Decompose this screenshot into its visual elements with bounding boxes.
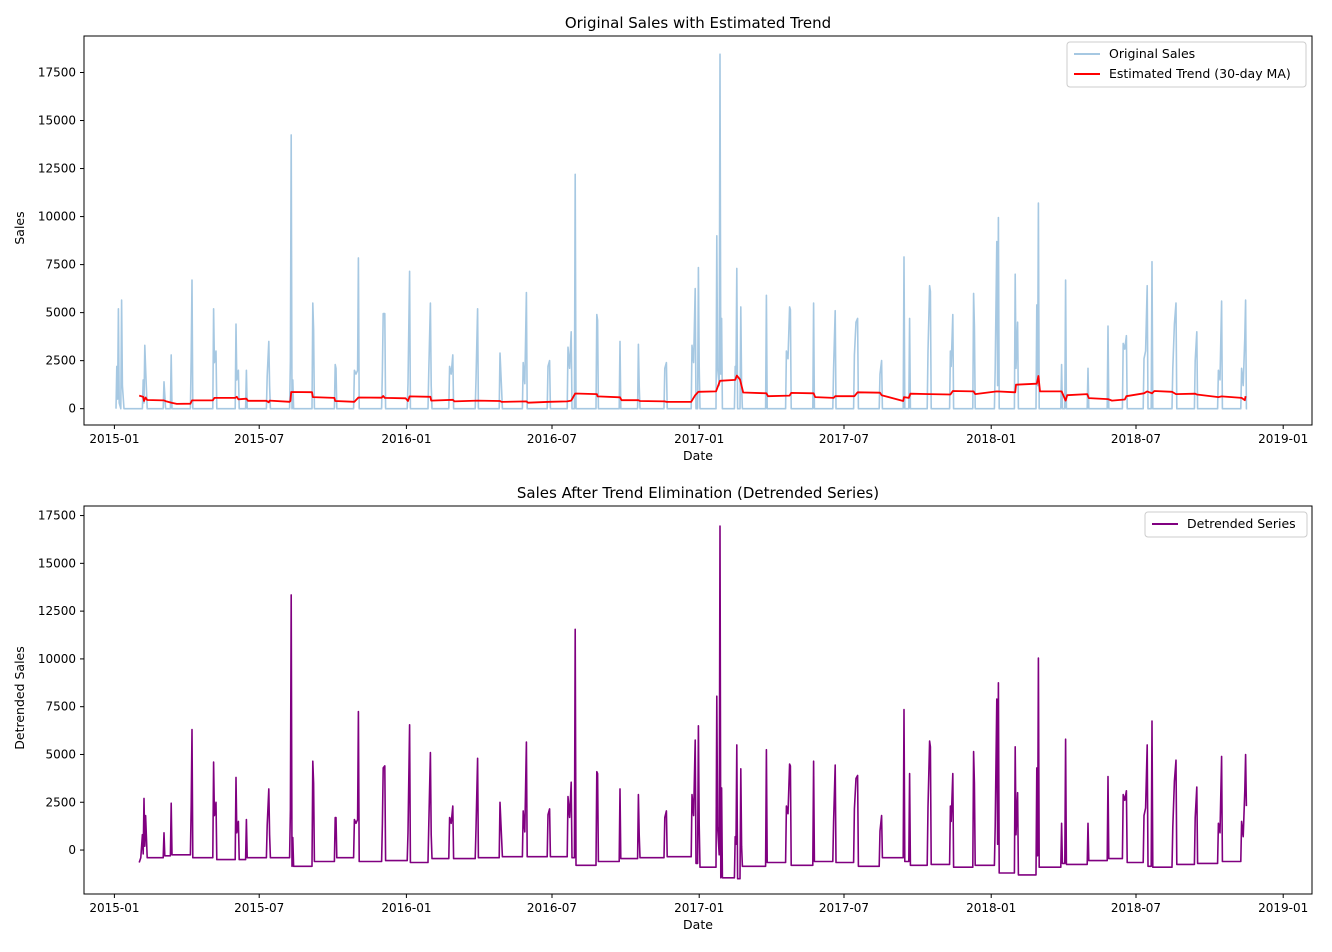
bottom-y-tick-label: 12500 — [38, 604, 76, 618]
top-plot-area: 2015-01 2015-07 2016-01 2016-07 2017-01 2017-… — [38, 35, 1313, 446]
top-axes-frame — [83, 35, 1313, 426]
bottom-x-tick-label: 2017-01 — [674, 901, 724, 915]
top-x-tick-label: 2015-07 — [234, 432, 284, 446]
bottom-x-axis-label: Date — [683, 917, 713, 932]
top-y-tick-label: 5000 — [45, 306, 76, 320]
top-legend-box — [1066, 41, 1307, 88]
bottom-y-tick-label: 7500 — [45, 700, 76, 714]
bottom-axes-frame — [83, 505, 1313, 895]
top-y-tick-label: 2500 — [45, 354, 76, 368]
top-y-tick-label: 0 — [68, 402, 76, 416]
top-series-line-1 — [138, 374, 1247, 405]
bottom-legend-label-detrended: Detrended Series — [1187, 516, 1296, 531]
bottom-x-tick-label: 2019-01 — [1258, 901, 1308, 915]
bottom-series-line-0 — [138, 525, 1248, 880]
bottom-y-tick-label: 17500 — [38, 509, 76, 523]
top-x-tick-label: 2015-01 — [89, 432, 139, 446]
top-series-line-0 — [115, 53, 1248, 410]
bottom-legend-box — [1144, 511, 1308, 538]
top-x-tick-label: 2016-01 — [381, 432, 431, 446]
top-x-tick-label: 2017-07 — [819, 432, 869, 446]
top-y-tick-label: 7500 — [45, 258, 76, 272]
top-chart-title: Original Sales with Estimated Trend — [565, 14, 831, 32]
bottom-y-axis-label: Detrended Sales — [12, 646, 27, 750]
bottom-x-tick-label: 2018-07 — [1111, 901, 1161, 915]
top-y-tick-label: 12500 — [38, 162, 76, 176]
bottom-y-tick-label: 15000 — [38, 556, 76, 570]
bottom-y-tick-label: 10000 — [38, 652, 76, 666]
bottom-y-tick-label: 0 — [68, 843, 76, 857]
top-legend: Original Sales Estimated Trend (30-day M… — [1066, 41, 1307, 88]
top-x-axis-label: Date — [683, 448, 713, 463]
bottom-plot-area: 2015-01 2015-07 2016-01 2016-07 2017-01 2017-… — [38, 505, 1313, 915]
top-x-tick-label: 2019-01 — [1258, 432, 1308, 446]
bottom-y-tick-label: 2500 — [45, 795, 76, 809]
top-x-tick-label: 2018-07 — [1111, 432, 1161, 446]
bottom-x-tick-label: 2015-01 — [89, 901, 139, 915]
bottom-y-tick-label: 5000 — [45, 747, 76, 761]
bottom-x-tick-label: 2016-01 — [381, 901, 431, 915]
top-chart: Original Sales with Estimated Trend 2015… — [12, 14, 1313, 463]
bottom-chart-title: Sales After Trend Elimination (Detrended… — [517, 484, 879, 502]
top-legend-label-trend: Estimated Trend (30-day MA) — [1109, 66, 1291, 81]
bottom-x-tick-label: 2016-07 — [527, 901, 577, 915]
bottom-x-tick-label: 2017-07 — [819, 901, 869, 915]
bottom-legend: Detrended Series — [1144, 511, 1308, 538]
top-x-tick-label: 2017-01 — [674, 432, 724, 446]
bottom-chart: Sales After Trend Elimination (Detrended… — [12, 484, 1313, 932]
top-x-tick-label: 2016-07 — [527, 432, 577, 446]
top-x-tick-label: 2018-01 — [966, 432, 1016, 446]
top-y-tick-label: 10000 — [38, 210, 76, 224]
top-y-tick-label: 15000 — [38, 114, 76, 128]
top-y-axis-label: Sales — [12, 211, 27, 244]
top-y-tick-label: 17500 — [38, 65, 76, 79]
bottom-x-tick-label: 2018-01 — [966, 901, 1016, 915]
bottom-x-tick-label: 2015-07 — [234, 901, 284, 915]
top-legend-label-original: Original Sales — [1109, 46, 1195, 61]
